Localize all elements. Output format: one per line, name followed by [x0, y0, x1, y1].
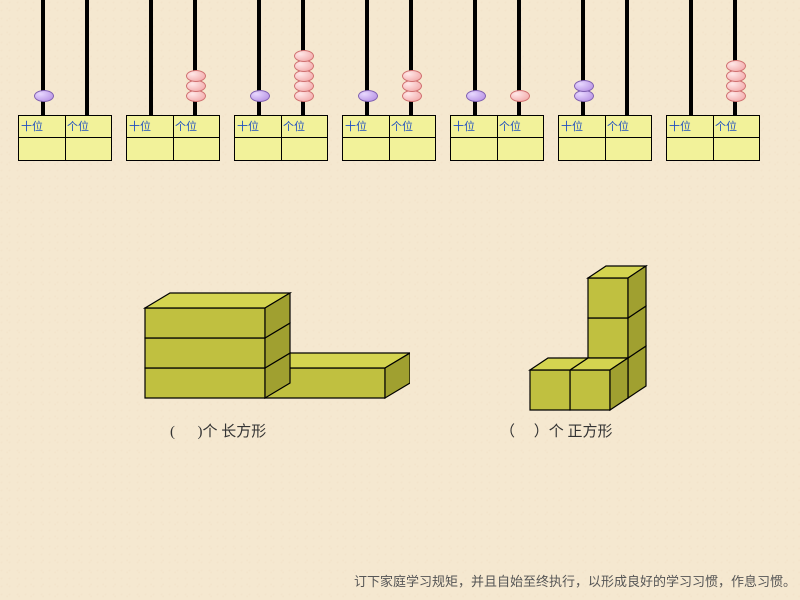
- place-value-box: 十位个位: [558, 115, 652, 161]
- cube-stack: [470, 220, 690, 420]
- q1-suffix: )个 长方形: [198, 424, 267, 440]
- abacus-unit: 十位个位: [554, 0, 654, 170]
- ones-label: 个位: [173, 118, 219, 134]
- q1-prefix: (: [170, 424, 175, 440]
- cuboid-stack: [130, 240, 410, 400]
- question-cuboid: ( )个 长方形: [170, 420, 266, 441]
- tens-label: 十位: [559, 118, 605, 134]
- tens-label: 十位: [127, 118, 173, 134]
- bead-tens: [34, 90, 54, 102]
- place-value-box: 十位个位: [18, 115, 112, 161]
- abacus-unit: 十位个位: [122, 0, 222, 170]
- q2-blank: [519, 424, 530, 440]
- ones-label: 个位: [65, 118, 111, 134]
- abacus-unit: 十位个位: [14, 0, 114, 170]
- rod-tens: [149, 0, 153, 115]
- q1-blank: [179, 424, 194, 440]
- bead-tens: [466, 90, 486, 102]
- question-cube: （ ）个 正方形: [500, 420, 613, 441]
- tens-label: 十位: [19, 118, 65, 134]
- tens-label: 十位: [451, 118, 497, 134]
- bead-ones: [294, 50, 314, 62]
- abacus-unit: 十位个位: [230, 0, 330, 170]
- rod-tens: [689, 0, 693, 115]
- ones-label: 个位: [497, 118, 543, 134]
- bead-tens: [250, 90, 270, 102]
- q2-prefix: （: [500, 424, 515, 440]
- rod-ones: [85, 0, 89, 115]
- bead-ones: [726, 60, 746, 72]
- abacus-unit: 十位个位: [338, 0, 438, 170]
- bead-tens: [358, 90, 378, 102]
- q2-suffix: ）个 正方形: [534, 424, 613, 440]
- tens-label: 十位: [667, 118, 713, 134]
- ones-label: 个位: [713, 118, 759, 134]
- footer-text: 订下家庭学习规矩，并且自始至终执行，以形成良好的学习习惯，作息习惯。: [354, 571, 796, 590]
- ones-label: 个位: [389, 118, 435, 134]
- abacus-unit: 十位个位: [446, 0, 546, 170]
- tens-label: 十位: [235, 118, 281, 134]
- place-value-box: 十位个位: [666, 115, 760, 161]
- tens-label: 十位: [343, 118, 389, 134]
- place-value-box: 十位个位: [126, 115, 220, 161]
- bead-ones: [510, 90, 530, 102]
- ones-label: 个位: [281, 118, 327, 134]
- bead-ones: [186, 70, 206, 82]
- place-value-box: 十位个位: [450, 115, 544, 161]
- ones-label: 个位: [605, 118, 651, 134]
- rod-ones: [625, 0, 629, 115]
- bead-ones: [402, 70, 422, 82]
- bead-tens: [574, 80, 594, 92]
- place-value-box: 十位个位: [234, 115, 328, 161]
- abacus-unit: 十位个位: [662, 0, 762, 170]
- place-value-box: 十位个位: [342, 115, 436, 161]
- abacus-row: 十位个位十位个位十位个位十位个位十位个位十位个位十位个位: [0, 0, 800, 170]
